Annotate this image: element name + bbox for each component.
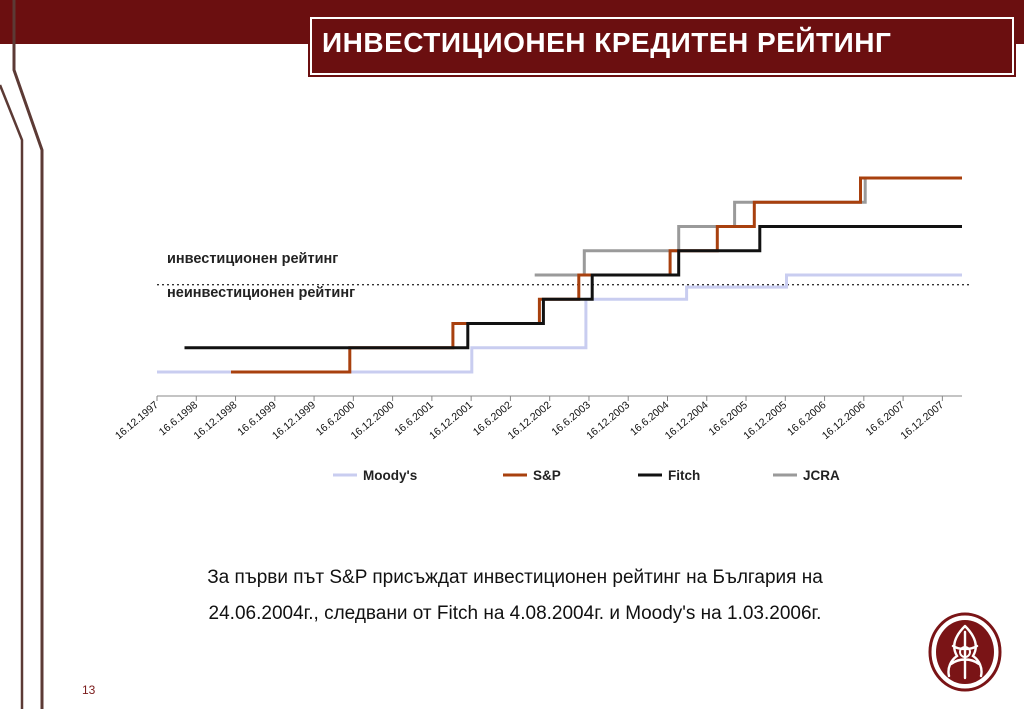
series-line-moodys: [157, 273, 962, 374]
caption-line-1: За първи път S&P присъждат инвестиционен…: [207, 567, 823, 588]
title-box: ИНВЕСТИЦИОНЕН КРЕДИТЕН РЕЙТИНГ: [308, 15, 1016, 77]
legend-label: JCRA: [803, 468, 840, 483]
x-tick-label: 16.12.1999: [270, 399, 318, 442]
x-tick-label: 16.12.2005: [741, 399, 789, 442]
series-line-fitch: [184, 225, 962, 350]
x-tick-label: 16.12.2004: [663, 399, 711, 442]
investment-grade-label: инвестиционен рейтинг: [167, 251, 339, 267]
x-tick-label: 16.12.2007: [898, 399, 946, 442]
x-tick-label: 16.12.2002: [506, 399, 554, 442]
x-tick-label: 16.12.2003: [584, 399, 632, 442]
caption-line-2: 24.06.2004г., следвани от Fitch на 4.08.…: [208, 603, 822, 624]
page-number: 13: [82, 683, 96, 697]
emblem-logo: [928, 612, 1002, 692]
x-tick-label: 16.12.1997: [113, 399, 161, 442]
caption: За първи път S&P присъждат инвестиционен…: [60, 560, 970, 632]
x-tick-label: 16.12.2000: [349, 399, 397, 442]
x-tick-label: 16.12.2006: [820, 399, 868, 442]
x-tick-label: 16.12.2001: [427, 399, 475, 442]
left-decoration: [0, 0, 44, 709]
legend-label: S&P: [533, 468, 561, 483]
legend-label: Fitch: [668, 468, 700, 483]
x-tick-label: 16.12.1998: [191, 399, 239, 442]
legend-label: Moody's: [363, 468, 417, 483]
non-investment-grade-label: неинвестиционен рейтинг: [167, 285, 356, 301]
series-line-jcra: [534, 176, 962, 277]
page-title: ИНВЕСТИЦИОНЕН КРЕДИТЕН РЕЙТИНГ: [322, 27, 892, 58]
